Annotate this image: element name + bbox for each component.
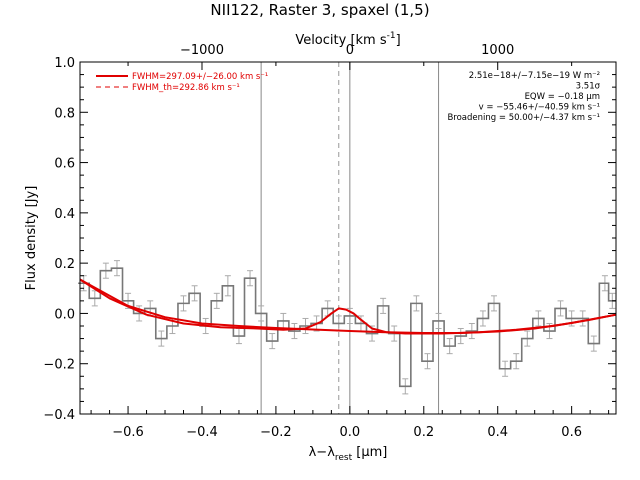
x-tick-label: 0.0 [340,425,361,440]
y-tick-label: 0.0 [54,307,75,322]
x-axis-label-main: λ−λ [309,445,336,460]
y-tick-label: 0.8 [54,106,75,121]
y-tick-label: 1.0 [54,56,75,71]
top-tick-label: 0 [346,43,354,58]
y-axis-label: Flux density [Jy] [24,186,39,291]
y-tick-label: 0.2 [54,257,75,272]
annotation: 2.51e−18+/−7.15e−19 W m⁻² [469,71,600,81]
data-histogram [78,267,616,388]
x-tick-label: −0.4 [186,425,218,440]
top-axis-label-end: ] [396,33,401,48]
x-tick-label: 0.2 [413,425,434,440]
annotation: 3.51σ [576,82,601,92]
legend-label: FWHM_th=292.86 km s⁻¹ [132,83,240,93]
legend-label: FWHM=297.09+/−26.00 km s⁻¹ [132,72,268,82]
top-tick-label: 1000 [481,43,514,58]
chart-title: NII122, Raster 3, spaxel (1,5) [210,1,429,19]
top-tick-label: −1000 [180,43,224,58]
x-tick-label: −0.6 [112,425,144,440]
y-tick-label: −0.2 [43,358,75,373]
y-tick-label: 0.4 [54,207,75,222]
y-tick-label: −0.4 [43,408,75,423]
x-axis-label-unit: [μm] [352,445,387,460]
y-tick-label: 0.6 [54,157,75,172]
x-tick-label: 0.6 [561,425,582,440]
baseline-fit-line [79,278,617,335]
x-axis-label-sub: rest [335,453,353,463]
annotation: Broadening = 50.00+/−4.37 km s⁻¹ [447,113,600,123]
top-axis-label-sup: -1 [387,31,396,41]
top-axis-label-main: Velocity [km s [295,33,387,48]
top-axis-label: Velocity [km s-1] [295,31,400,48]
plot-area: −0.6 −0.4 −0.2 0.0 0.2 0.4 0.6 −0.4 −0.2 0.0 0.2 0.… [43,43,617,440]
annotation: v = −55.46+/−40.59 km s⁻¹ [479,103,600,113]
x-tick-label: −0.2 [260,425,292,440]
gaussian-fit-line [79,278,617,335]
x-axis-label: λ−λrest [μm] [309,445,388,463]
annotation: EQW = −0.18 μm [525,92,600,102]
x-tick-label: 0.4 [487,425,508,440]
